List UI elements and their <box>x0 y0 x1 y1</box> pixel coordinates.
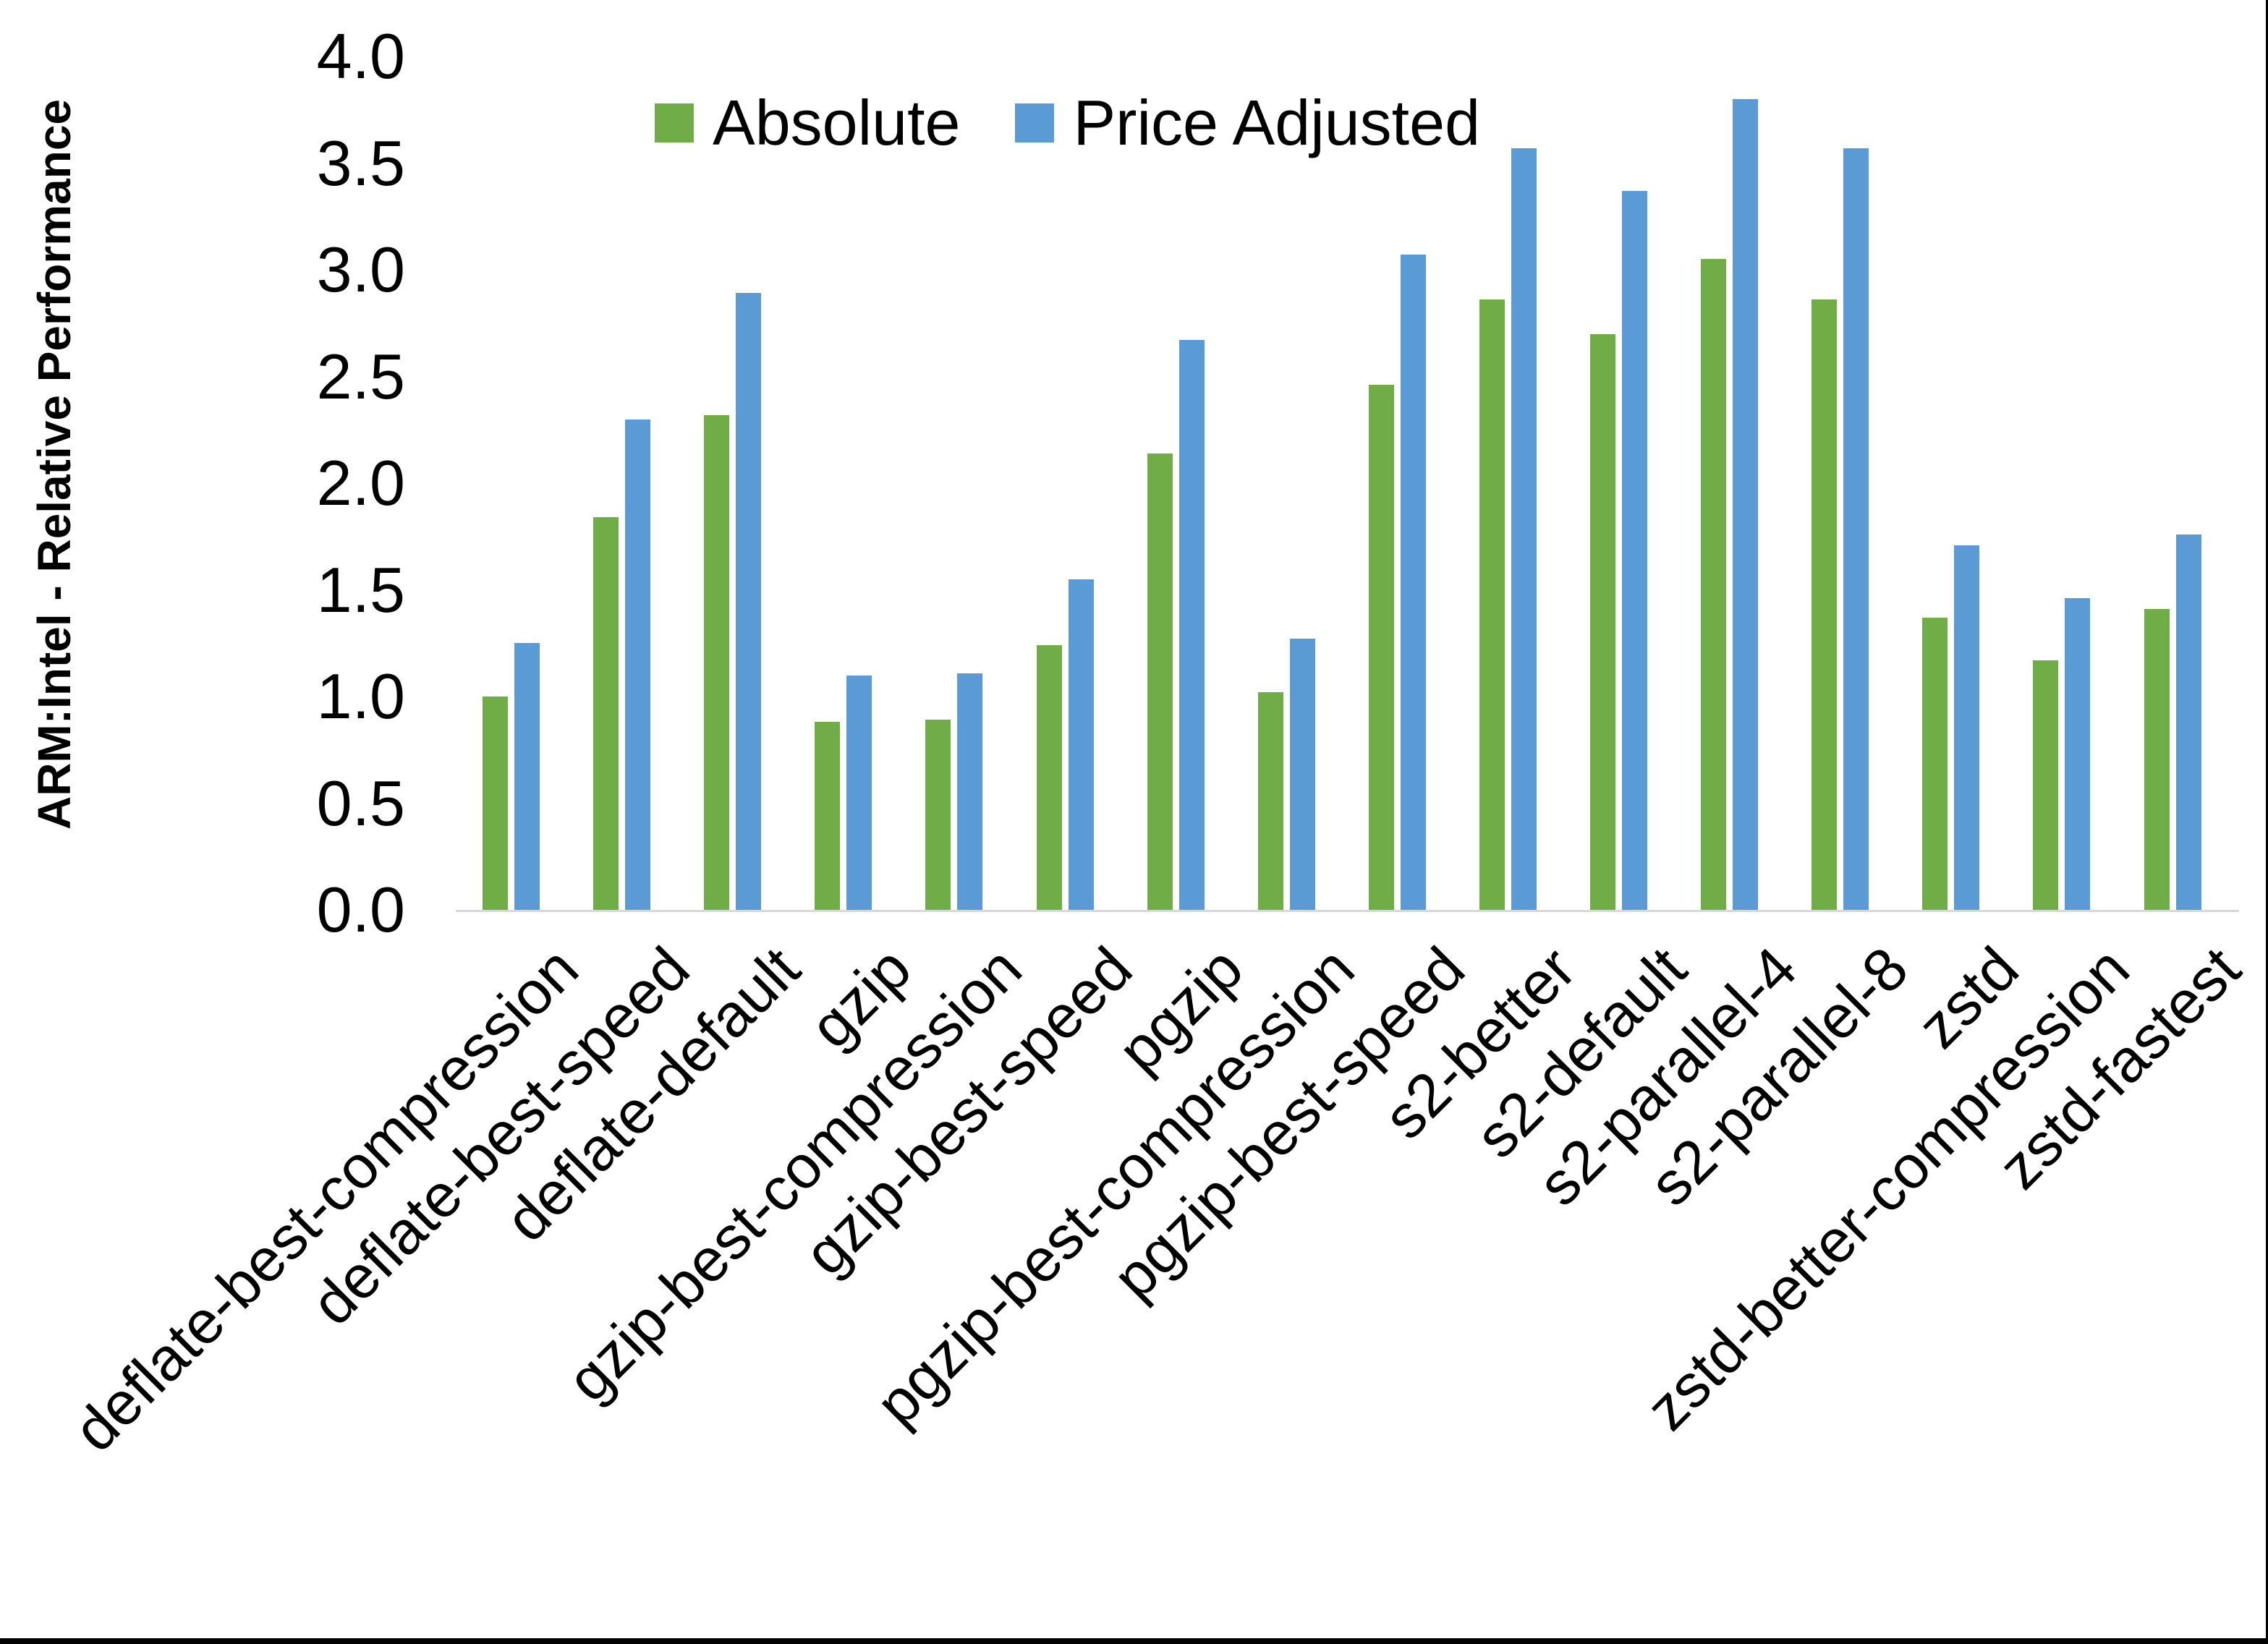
legend: Absolute Price Adjusted <box>655 91 1480 155</box>
bar-price-adjusted <box>514 643 540 910</box>
bar-price-adjusted <box>1068 579 1094 910</box>
bar-absolute <box>1257 692 1283 910</box>
bar-absolute <box>925 720 951 910</box>
legend-label-absolute: Absolute <box>713 87 961 158</box>
y-tick-label: 4.0 <box>316 20 405 92</box>
bar-absolute <box>815 722 841 910</box>
bar-absolute <box>593 517 619 910</box>
bar-absolute <box>1479 299 1505 910</box>
bar-absolute <box>483 697 509 910</box>
legend-swatch-price-adjusted <box>1015 103 1055 142</box>
bar-price-adjusted <box>1400 255 1426 910</box>
bar-absolute <box>1701 259 1727 910</box>
bar-price-adjusted <box>1733 99 1759 910</box>
bar-absolute <box>1812 299 1838 910</box>
y-axis-title: ARM:Intel - Relative Performance <box>28 98 80 830</box>
bar-price-adjusted <box>625 419 651 910</box>
legend-item-absolute: Absolute <box>655 91 960 155</box>
bar-absolute <box>1922 617 1948 910</box>
bar-price-adjusted <box>957 673 983 910</box>
right-border <box>2266 0 2268 1644</box>
y-tick-label: 1.0 <box>316 660 405 732</box>
bar-price-adjusted <box>1954 545 1980 910</box>
bar-absolute <box>1368 385 1394 910</box>
bar-absolute <box>2144 609 2170 910</box>
bar-price-adjusted <box>1178 340 1205 910</box>
y-tick-label: 3.0 <box>316 234 405 305</box>
bar-price-adjusted <box>1843 148 1869 910</box>
bar-absolute <box>1590 333 1616 910</box>
bar-price-adjusted <box>736 293 762 910</box>
y-tick-label: 0.0 <box>316 874 405 945</box>
y-tick-label: 0.5 <box>316 767 405 839</box>
y-tick-label: 2.5 <box>316 340 405 412</box>
bar-absolute <box>2033 660 2059 910</box>
y-tick-label: 3.5 <box>316 127 405 199</box>
legend-swatch-absolute <box>655 103 694 142</box>
bar-absolute <box>704 414 730 910</box>
bar-absolute <box>1147 453 1173 910</box>
bottom-border <box>0 1638 2268 1644</box>
bar-price-adjusted <box>1511 148 1537 910</box>
y-tick-label: 1.5 <box>316 553 405 626</box>
y-tick-label: 2.0 <box>316 447 405 519</box>
bar-absolute <box>1036 645 1062 910</box>
bar-price-adjusted <box>846 675 872 910</box>
bar-price-adjusted <box>1289 639 1315 910</box>
x-axis-line <box>456 910 2239 912</box>
bar-price-adjusted <box>2065 598 2091 910</box>
legend-item-price-adjusted: Price Adjusted <box>1015 91 1480 155</box>
bar-price-adjusted <box>2175 534 2201 910</box>
bar-price-adjusted <box>1622 190 1648 910</box>
legend-label-price-adjusted: Price Adjusted <box>1073 87 1481 158</box>
